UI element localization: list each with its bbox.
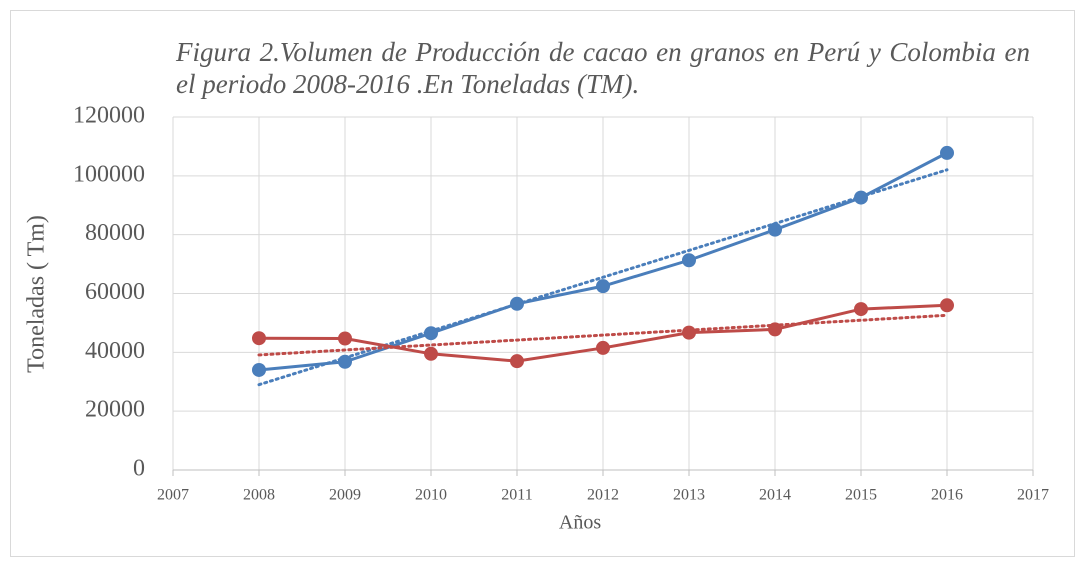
point [338, 331, 352, 346]
y-tick-label: 80000 [85, 220, 145, 246]
point [424, 326, 438, 341]
x-axis-label: Años [559, 512, 601, 534]
point [252, 362, 266, 377]
y-tick-label: 40000 [85, 338, 145, 364]
point [338, 354, 352, 369]
chart-frame [10, 10, 1075, 557]
x-tick-label: 2009 [329, 487, 361, 504]
chart-title: Figura 2.Volumen de Producción de cacao … [176, 37, 1030, 99]
point [854, 190, 868, 205]
point [940, 298, 954, 313]
x-tick-label: 2010 [415, 487, 447, 504]
x-tick-label: 2017 [1017, 487, 1049, 504]
x-tick-label: 2014 [759, 487, 791, 504]
x-tick-label: 2012 [587, 487, 619, 504]
x-tick-label: 2013 [673, 487, 705, 504]
x-tick-label: 2015 [845, 487, 877, 504]
point [510, 354, 524, 369]
x-tick-label: 2007 [157, 487, 189, 504]
y-tick-label: 20000 [85, 397, 145, 423]
y-tick-label: 60000 [85, 279, 145, 305]
point [252, 331, 266, 346]
trendline [257, 313, 949, 357]
y-tick-label: 0 [133, 456, 145, 482]
point [682, 253, 696, 268]
y-tick-label: 120000 [73, 103, 145, 129]
y-tick-label: 100000 [73, 161, 145, 187]
point [510, 296, 524, 311]
point [940, 145, 954, 160]
point [596, 340, 610, 355]
x-tick-label: 2008 [243, 487, 275, 504]
x-tick-label: 2011 [501, 487, 532, 504]
x-tick-label: 2016 [931, 487, 963, 504]
point [596, 279, 610, 294]
point [854, 302, 868, 317]
point [424, 346, 438, 361]
y-axis-label: Toneladas ( Tm) [24, 215, 50, 373]
point [768, 322, 782, 337]
point [682, 325, 696, 340]
point [768, 222, 782, 237]
